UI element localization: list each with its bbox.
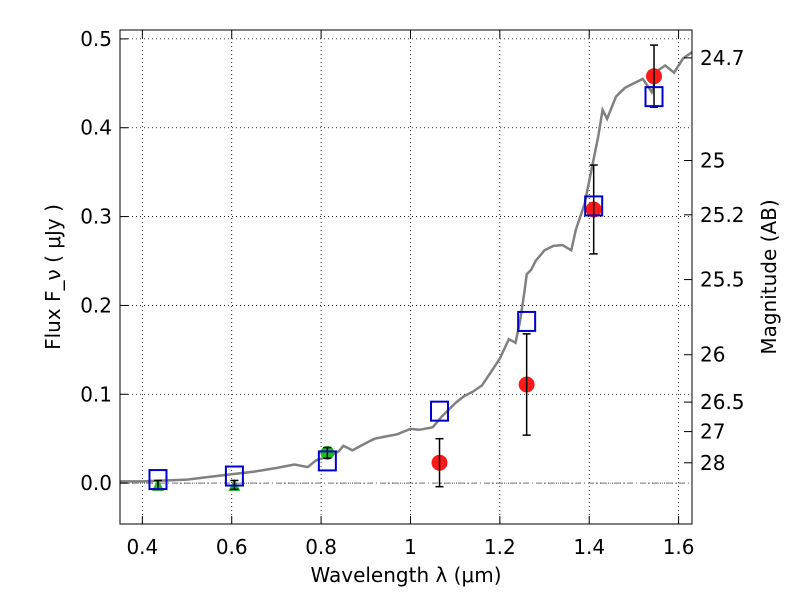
plot-frame [119, 29, 693, 525]
y-axis-label: Flux F_ν ( μJy ) [41, 204, 65, 350]
y-tick-label: 0.4 [80, 116, 112, 140]
synthetic-photometry-square [148, 469, 168, 491]
y-tick-label: 0.5 [80, 27, 112, 51]
grid-lines [120, 30, 692, 524]
data-marks [148, 44, 664, 491]
x-axis-label: Wavelength λ (μm) [310, 563, 501, 587]
axis-ticks: 0.4 0.6 0.8 1 1.2 1.4 1.6 0.0 0.1 0.2 0.3 0.4 0.5 24.… [80, 27, 744, 559]
x-tick-label: 0.6 [216, 535, 248, 559]
synthetic-photometry-square [517, 310, 537, 332]
synthetic-photometry-square [224, 465, 244, 487]
right-tick-label: 24.7 [700, 46, 745, 70]
y-tick-label: 0.0 [80, 471, 112, 495]
right-tick-label: 27 [700, 420, 725, 444]
synthetic-photometry-square [644, 86, 664, 108]
x-tick-label: 1 [404, 535, 417, 559]
x-tick-label: 0.8 [305, 535, 337, 559]
right-axis-label: Magnitude (AB) [757, 199, 781, 354]
synthetic-photometry-square [430, 400, 450, 422]
synthetic-photometry-square [317, 450, 337, 472]
y-tick-label: 0.2 [80, 293, 112, 317]
y-tick-label: 0.1 [80, 382, 112, 406]
x-tick-label: 1.2 [484, 535, 516, 559]
right-tick-label: 26 [700, 343, 725, 367]
right-tick-label: 25.2 [700, 203, 745, 227]
synthetic-photometry-square [584, 195, 604, 217]
x-tick-label: 0.4 [126, 535, 158, 559]
right-tick-label: 25.5 [700, 268, 745, 292]
right-tick-label: 26.5 [700, 390, 745, 414]
x-tick-label: 1.6 [663, 535, 695, 559]
right-tick-label: 25 [700, 149, 725, 173]
y-tick-label: 0.3 [80, 205, 112, 229]
right-tick-label: 28 [700, 451, 725, 475]
model-spectrum-line [120, 51, 693, 483]
x-tick-label: 1.4 [573, 535, 605, 559]
